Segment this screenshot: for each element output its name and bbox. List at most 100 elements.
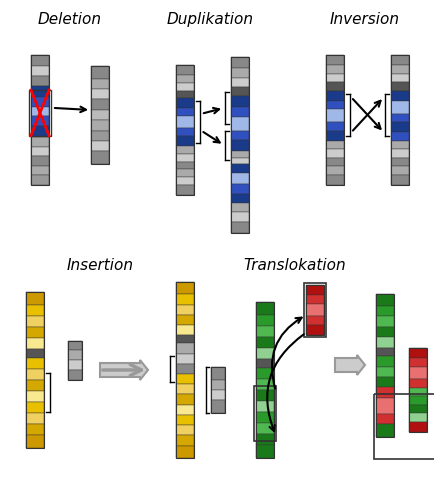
Bar — [26, 316, 44, 327]
Bar — [391, 74, 409, 82]
Bar — [231, 164, 249, 173]
Bar — [376, 388, 394, 398]
Bar — [326, 74, 344, 82]
Bar — [26, 369, 44, 380]
Bar — [326, 158, 344, 166]
Bar — [176, 169, 194, 177]
Bar — [26, 292, 44, 448]
Bar — [176, 325, 194, 336]
Bar — [326, 65, 344, 74]
Bar — [211, 380, 225, 390]
Bar — [31, 126, 49, 137]
Bar — [374, 393, 434, 459]
Bar — [231, 68, 249, 78]
Bar — [26, 424, 44, 435]
Bar — [176, 315, 194, 325]
Bar — [176, 282, 194, 458]
Bar — [176, 116, 194, 128]
Bar — [176, 65, 194, 195]
Bar — [256, 445, 274, 458]
Bar — [391, 141, 409, 150]
Bar — [306, 295, 324, 304]
Bar — [68, 340, 82, 350]
Bar — [176, 153, 194, 162]
Bar — [391, 132, 409, 141]
Text: Inversion: Inversion — [330, 12, 400, 27]
Bar — [391, 122, 409, 132]
Bar — [254, 386, 276, 441]
Bar — [231, 203, 249, 212]
Bar — [231, 78, 249, 87]
Bar — [376, 337, 394, 348]
FancyArrow shape — [100, 360, 148, 380]
Bar — [326, 55, 344, 65]
Bar — [391, 101, 409, 113]
Bar — [376, 377, 394, 388]
Bar — [391, 91, 409, 101]
Bar — [326, 141, 344, 150]
Bar — [26, 413, 44, 424]
Bar — [231, 212, 249, 222]
Bar — [176, 343, 194, 354]
Bar — [31, 156, 49, 166]
Bar — [176, 384, 194, 394]
Bar — [409, 388, 427, 396]
Bar — [409, 358, 427, 367]
Bar — [31, 116, 49, 126]
Bar — [231, 117, 249, 131]
Bar — [68, 360, 82, 370]
Bar — [31, 66, 49, 76]
Bar — [231, 140, 249, 151]
Bar — [211, 390, 225, 400]
Bar — [31, 137, 49, 147]
Bar — [231, 108, 249, 117]
Bar — [391, 175, 409, 185]
Bar — [256, 315, 274, 326]
Bar — [231, 222, 249, 233]
Bar — [326, 175, 344, 185]
Bar — [31, 175, 49, 185]
Bar — [176, 305, 194, 315]
Bar — [176, 146, 194, 153]
Bar — [409, 405, 427, 413]
Bar — [326, 122, 344, 131]
Bar — [231, 87, 249, 96]
Bar — [326, 166, 344, 175]
Bar — [376, 424, 394, 436]
Bar — [26, 327, 44, 338]
Bar — [68, 350, 82, 360]
Bar — [409, 396, 427, 405]
Bar — [31, 55, 49, 66]
Bar — [256, 401, 274, 412]
Bar — [376, 348, 394, 356]
Bar — [176, 75, 194, 82]
Bar — [391, 113, 409, 122]
Bar — [176, 108, 194, 116]
Bar — [231, 173, 249, 185]
Bar — [326, 131, 344, 141]
Bar — [376, 356, 394, 367]
Bar — [391, 55, 409, 65]
Bar — [91, 151, 109, 164]
Bar — [391, 158, 409, 166]
Bar — [176, 136, 194, 146]
Bar — [256, 379, 274, 390]
Bar — [391, 65, 409, 74]
Bar — [91, 110, 109, 120]
Bar — [376, 413, 394, 424]
Bar — [231, 194, 249, 203]
Bar — [68, 340, 82, 379]
Bar — [31, 55, 49, 185]
Bar — [256, 337, 274, 348]
Bar — [176, 282, 194, 295]
FancyArrow shape — [335, 355, 365, 375]
Bar — [31, 86, 49, 97]
Bar — [176, 295, 194, 305]
Bar — [326, 101, 344, 110]
Bar — [376, 294, 394, 436]
Bar — [211, 400, 225, 413]
Bar — [176, 415, 194, 425]
Bar — [176, 354, 194, 364]
Bar — [26, 292, 44, 305]
Bar — [304, 283, 326, 337]
